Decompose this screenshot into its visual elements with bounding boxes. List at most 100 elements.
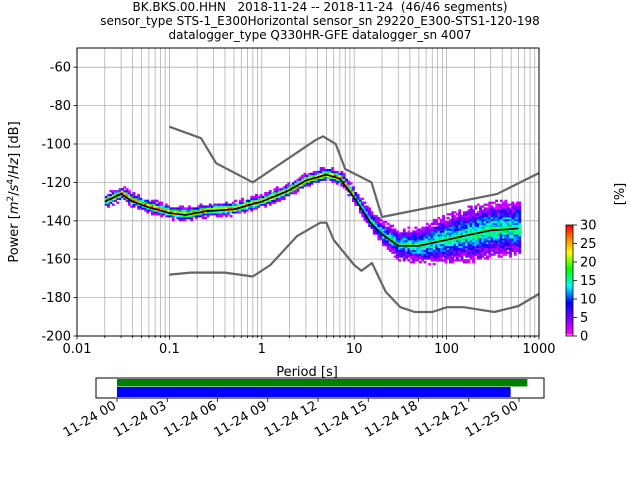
- heatmap-cell: [418, 238, 422, 241]
- heatmap-cell: [460, 241, 464, 245]
- heatmap-cell: [495, 243, 499, 247]
- heatmap-cell: [497, 255, 501, 258]
- x-tick-label: 100: [434, 342, 459, 357]
- heatmap-cell: [423, 230, 427, 233]
- heatmap-cell: [509, 243, 512, 247]
- heatmap-cell: [474, 216, 478, 220]
- heatmap-cell: [227, 211, 231, 214]
- heatmap-cell: [132, 199, 136, 202]
- heatmap-cell: [116, 190, 120, 193]
- heatmap-cell: [125, 197, 129, 201]
- heatmap-cell: [506, 224, 510, 227]
- heatmap-cell: [259, 203, 263, 206]
- heatmap-cell: [358, 197, 362, 201]
- heatmap-cell: [467, 226, 471, 229]
- heatmap-cell: [174, 207, 178, 210]
- heatmap-cell: [455, 230, 459, 233]
- heatmap-cell: [425, 230, 429, 233]
- heatmap-cell: [218, 207, 221, 210]
- heatmap-cell: [483, 247, 487, 250]
- heatmap-cell: [298, 178, 302, 181]
- heatmap-cell: [305, 184, 309, 187]
- heatmap-cell: [504, 247, 508, 250]
- heatmap-cell: [282, 195, 286, 199]
- heatmap-cell: [287, 193, 291, 197]
- heatmap-cell: [451, 241, 455, 245]
- heatmap-cell: [391, 230, 395, 233]
- heatmap-cell: [518, 245, 522, 249]
- heatmap-cell: [462, 222, 466, 226]
- heatmap-cell: [361, 197, 365, 201]
- heatmap-cell: [114, 193, 117, 197]
- heatmap-cell: [442, 220, 445, 224]
- heatmap-cell: [321, 176, 325, 179]
- heatmap-cell: [472, 247, 476, 250]
- heatmap-cell: [312, 174, 316, 178]
- heatmap-cell: [372, 215, 376, 218]
- heatmap-cell: [476, 236, 480, 239]
- heatmap-cell: [192, 209, 196, 212]
- heatmap-cell: [483, 216, 487, 220]
- heatmap-cell: [499, 211, 503, 214]
- heatmap-cell: [458, 218, 462, 222]
- heatmap-cell: [414, 259, 418, 262]
- heatmap-cell: [492, 241, 496, 245]
- heatmap-cell: [428, 224, 432, 227]
- heatmap-cell: [472, 224, 476, 227]
- heatmap-cell: [321, 178, 325, 181]
- heatmap-cell: [488, 215, 492, 218]
- heatmap-cell: [414, 234, 418, 237]
- heatmap-cell: [398, 249, 402, 252]
- heatmap-cell: [365, 207, 369, 210]
- heatmap-cell: [485, 234, 489, 237]
- heatmap-cell: [432, 228, 436, 231]
- heatmap-cell: [368, 215, 372, 218]
- heatmap-cell: [425, 255, 429, 258]
- heatmap-cell: [418, 257, 422, 260]
- heatmap-cell: [407, 236, 411, 239]
- heatmap-cell: [490, 201, 494, 204]
- heatmap-cell: [502, 241, 506, 245]
- heatmap-cell: [365, 211, 369, 214]
- heatmap-cell: [458, 222, 462, 226]
- heatmap-cell: [453, 255, 457, 258]
- heatmap-cell: [400, 245, 404, 249]
- heatmap-cell: [271, 197, 275, 201]
- heatmap-cell: [509, 209, 512, 212]
- heatmap-cell: [303, 174, 307, 178]
- heatmap-cell: [386, 234, 390, 237]
- heatmap-cell: [213, 213, 217, 216]
- heatmap-cell: [481, 216, 485, 220]
- chart-title: BK.BKS.00.HHN 2018-11-24 -- 2018-11-24 (…: [0, 0, 640, 42]
- heatmap-cell: [331, 176, 335, 179]
- heatmap-cell: [151, 201, 154, 204]
- heatmap-cell: [472, 213, 476, 216]
- heatmap-cell: [414, 240, 418, 243]
- heatmap-cell: [476, 251, 480, 254]
- heatmap-cell: [284, 192, 288, 195]
- title-line-2: sensor_type STS-1_E300Horizontal sensor_…: [100, 14, 540, 28]
- heatmap-cell: [141, 205, 145, 208]
- heatmap-cell: [518, 241, 522, 245]
- heatmap-cell: [485, 224, 489, 227]
- heatmap-cell: [264, 203, 268, 206]
- heatmap-cell: [400, 232, 404, 235]
- heatmap-cell: [451, 253, 455, 256]
- heatmap-cell: [444, 222, 448, 226]
- heatmap-cell: [444, 261, 448, 264]
- heatmap-cell: [107, 197, 111, 201]
- heatmap-cell: [386, 247, 390, 250]
- heatmap-cell: [462, 216, 466, 220]
- heatmap-cell: [402, 257, 406, 260]
- heatmap-cell: [379, 218, 383, 222]
- heatmap-cell: [296, 188, 300, 191]
- heatmap-cell: [368, 207, 372, 210]
- heatmap-cell: [386, 236, 390, 239]
- heatmap-cell: [483, 236, 487, 239]
- heatmap-cell: [393, 240, 397, 243]
- heatmap-cell: [345, 178, 348, 181]
- heatmap-cell: [118, 197, 122, 201]
- heatmap-cell: [264, 197, 268, 201]
- heatmap-cell: [342, 186, 346, 189]
- heatmap-cell: [178, 207, 182, 210]
